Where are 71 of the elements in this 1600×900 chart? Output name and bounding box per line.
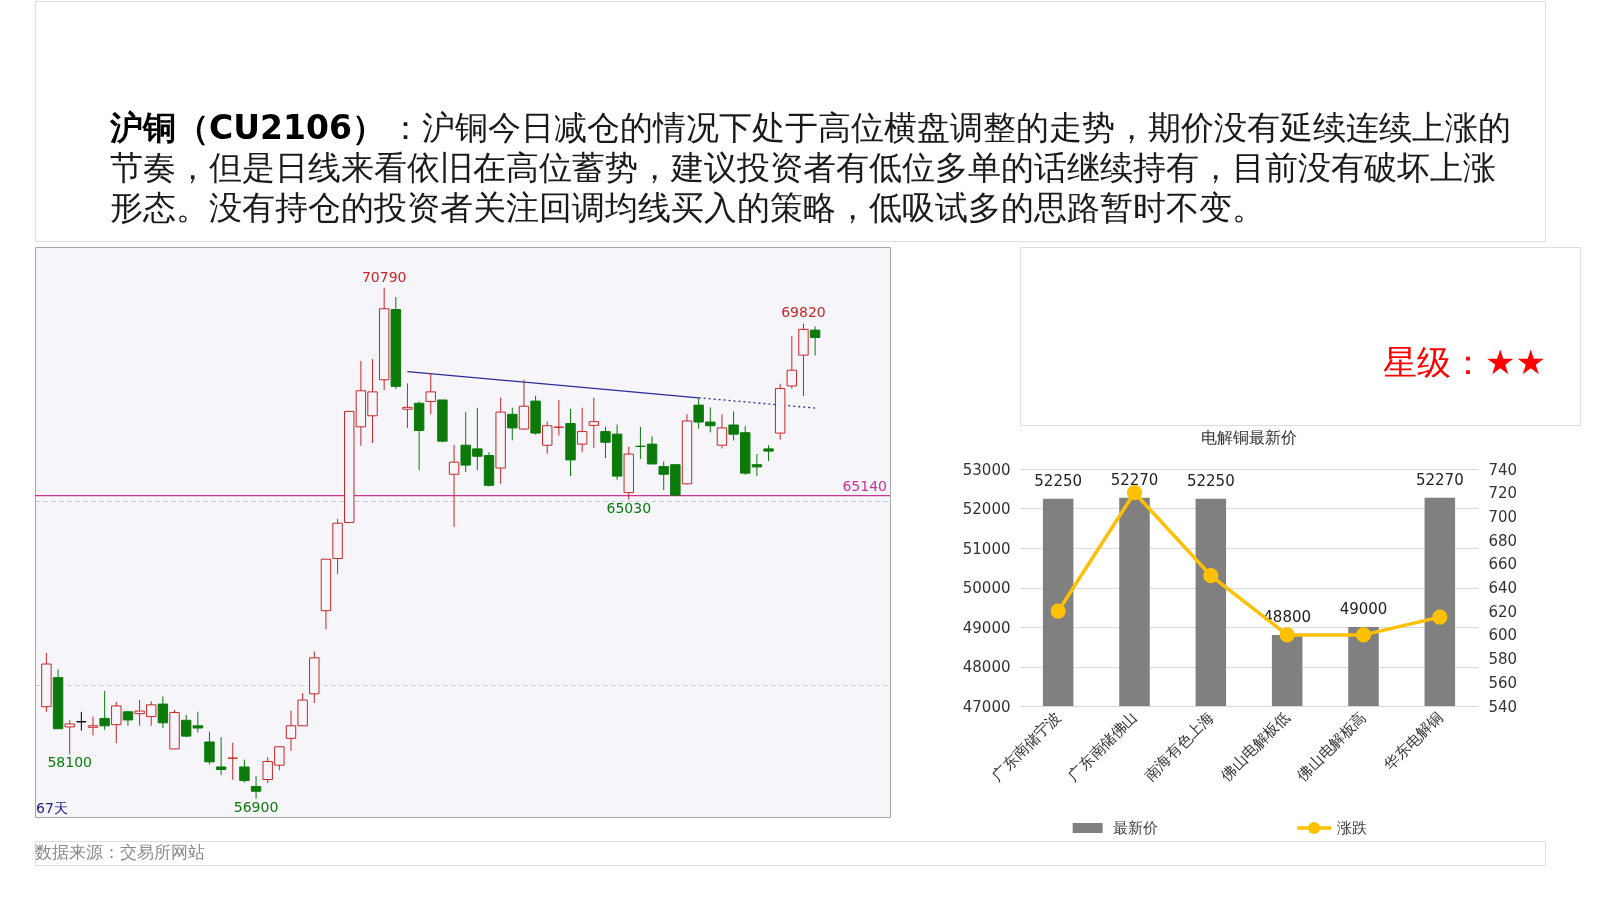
point [1050,603,1066,619]
y2-tick-label: 660 [1488,555,1518,574]
y-tick-label: 53000 [962,460,1011,479]
candlestick [809,325,821,356]
candlestick [716,413,728,450]
candlestick [227,742,238,781]
y-tick-label: 51000 [962,539,1011,558]
y2-tick-label: 640 [1488,579,1518,597]
candlestick [786,335,798,390]
candlestick [518,379,530,431]
candlestick [588,397,600,449]
candlestick [204,731,215,765]
candlestick [402,382,413,429]
point [1355,627,1372,643]
y2-tick-label: 580 [1488,650,1518,669]
annotation: 69820 [781,304,826,321]
y2-tick-label: 700 [1488,507,1518,526]
candlestick [76,711,87,732]
candlestick [576,407,588,453]
y2-tick-label: 740 [1488,460,1518,479]
candlestick [239,759,250,783]
annotation: 70790 [361,268,407,285]
data-label: 49000 [1339,600,1388,618]
annotation: 65030 [606,499,652,516]
y-tick-label: 48000 [962,658,1011,676]
candlestick [157,695,169,729]
x-tick-label: 南海有色上海 [1140,708,1218,785]
candlestick [425,372,436,415]
y2-tick-label: 560 [1488,673,1518,692]
data-label: 52270 [1110,470,1159,489]
point [1126,485,1143,501]
data-label: 52270 [1415,470,1464,489]
y-tick-label: 49000 [962,618,1011,637]
x-tick-label: 华东电解铜 [1380,708,1447,774]
candlestick [87,716,99,736]
candlestick [635,426,646,460]
chart-title: 电解铜最新价 [1201,428,1297,447]
legend-label: 最新价 [1112,819,1158,837]
x-tick-label: 佛山电解板高 [1293,708,1370,785]
annotation: 67天 [36,800,68,816]
annotation: 58100 [47,754,92,771]
x-tick-label: 广东南储佛山 [1064,708,1141,785]
y-tick-label: 47000 [962,697,1011,716]
candlestick [99,690,110,731]
y2-tick-label: 680 [1488,531,1518,550]
candlestick [64,719,75,755]
y2-tick-label: 620 [1488,602,1518,621]
point [1203,568,1219,584]
data-label: 52250 [1034,471,1083,490]
annotation: 56900 [233,798,279,815]
point [1432,609,1448,625]
y-tick-label: 52000 [962,500,1011,518]
data-label: 48800 [1263,607,1312,626]
candlestick [507,407,518,441]
candlestick [250,775,262,800]
candlestick [646,435,658,465]
text: 沪铜（CU2106） [109,108,385,147]
source-note: 数据来源：交易所网站 [35,842,205,862]
point [1279,627,1295,643]
y2-tick-label: 720 [1488,484,1518,503]
data-label: 52250 [1186,471,1235,490]
y2-tick-label: 540 [1488,697,1518,716]
text: 星级：★★ [1383,342,1546,382]
candlestick [215,736,227,776]
y-tick-label: 50000 [962,579,1011,597]
ref-line-label: 65140 [842,477,887,494]
legend-label: 涨跌 [1337,819,1368,837]
candlestick [111,701,122,744]
x-tick-label: 佛山电解板低 [1217,708,1294,785]
candlestick [448,444,460,528]
y2-tick-label: 600 [1488,626,1518,645]
